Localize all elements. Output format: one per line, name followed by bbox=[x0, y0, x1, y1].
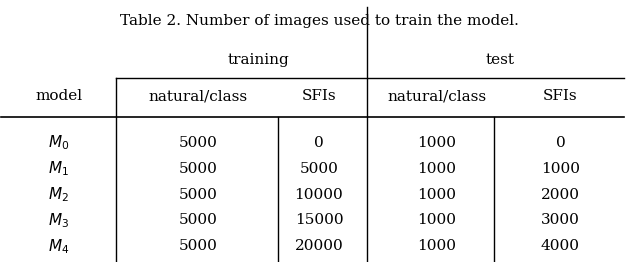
Text: $M_2$: $M_2$ bbox=[48, 185, 69, 204]
Text: 1000: 1000 bbox=[417, 136, 456, 150]
Text: SFIs: SFIs bbox=[302, 89, 336, 103]
Text: SFIs: SFIs bbox=[543, 89, 577, 103]
Text: test: test bbox=[486, 53, 514, 67]
Text: $M_0$: $M_0$ bbox=[48, 133, 69, 152]
Text: 1000: 1000 bbox=[417, 214, 456, 227]
Text: training: training bbox=[228, 53, 290, 67]
Text: 1000: 1000 bbox=[417, 188, 456, 201]
Text: 1000: 1000 bbox=[541, 162, 580, 176]
Text: 5000: 5000 bbox=[179, 136, 218, 150]
Text: 5000: 5000 bbox=[179, 188, 218, 201]
Text: 0: 0 bbox=[314, 136, 324, 150]
Text: 5000: 5000 bbox=[179, 214, 218, 227]
Text: 3000: 3000 bbox=[541, 214, 580, 227]
Text: 1000: 1000 bbox=[417, 162, 456, 176]
Text: $M_3$: $M_3$ bbox=[48, 211, 69, 230]
Text: 5000: 5000 bbox=[300, 162, 338, 176]
Text: 20000: 20000 bbox=[295, 239, 343, 253]
Text: 2000: 2000 bbox=[541, 188, 580, 201]
Text: natural/class: natural/class bbox=[149, 89, 248, 103]
Text: $M_1$: $M_1$ bbox=[48, 159, 69, 178]
Text: 15000: 15000 bbox=[295, 214, 343, 227]
Text: 5000: 5000 bbox=[179, 162, 218, 176]
Text: 1000: 1000 bbox=[417, 239, 456, 253]
Text: Table 2. Number of images used to train the model.: Table 2. Number of images used to train … bbox=[119, 14, 519, 28]
Text: $M_4$: $M_4$ bbox=[48, 237, 69, 256]
Text: 0: 0 bbox=[556, 136, 565, 150]
Text: 5000: 5000 bbox=[179, 239, 218, 253]
Text: 4000: 4000 bbox=[541, 239, 580, 253]
Text: natural/class: natural/class bbox=[387, 89, 486, 103]
Text: 10000: 10000 bbox=[295, 188, 343, 201]
Text: model: model bbox=[35, 89, 82, 103]
